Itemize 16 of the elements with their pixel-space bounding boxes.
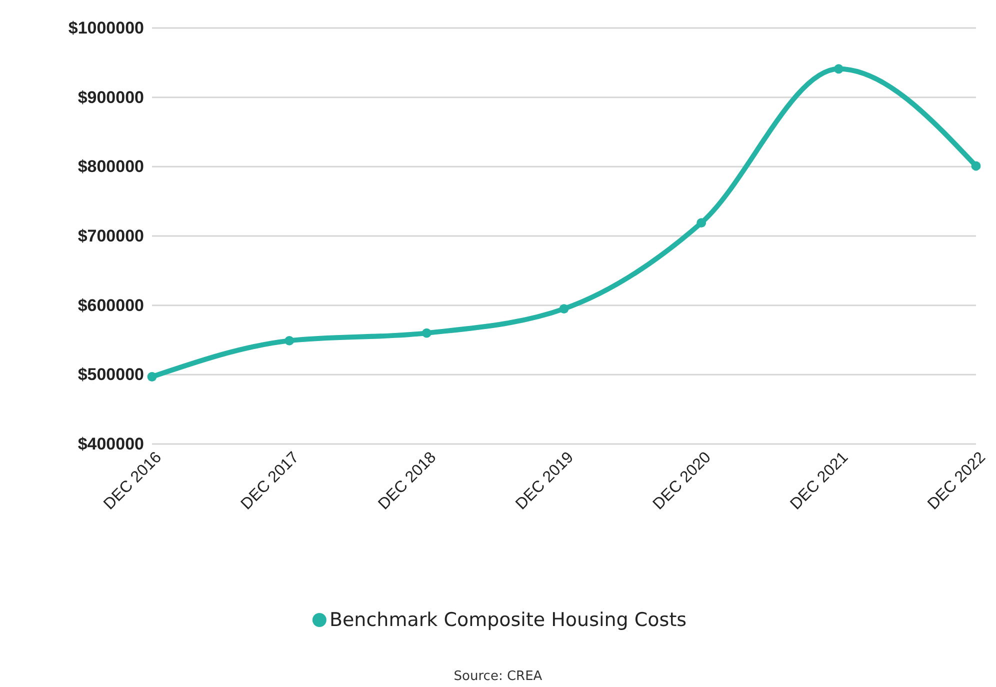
y-tick-label: $400000 — [78, 434, 144, 454]
y-tick-label: $800000 — [78, 157, 144, 176]
point — [834, 64, 844, 74]
point — [147, 372, 157, 382]
y-tick-label: $700000 — [78, 226, 144, 246]
y-tick-label: $1000000 — [68, 18, 144, 38]
y-tick-label: $500000 — [78, 365, 144, 384]
y-tick-label: $900000 — [78, 88, 144, 107]
point — [284, 336, 294, 346]
legend-label: Benchmark Composite Housing Costs — [329, 609, 687, 631]
point — [696, 218, 706, 228]
point — [422, 328, 432, 338]
y-tick-label: $600000 — [78, 296, 144, 315]
point — [559, 304, 569, 314]
point — [971, 161, 981, 171]
source-note: Source: CREA — [454, 669, 542, 684]
